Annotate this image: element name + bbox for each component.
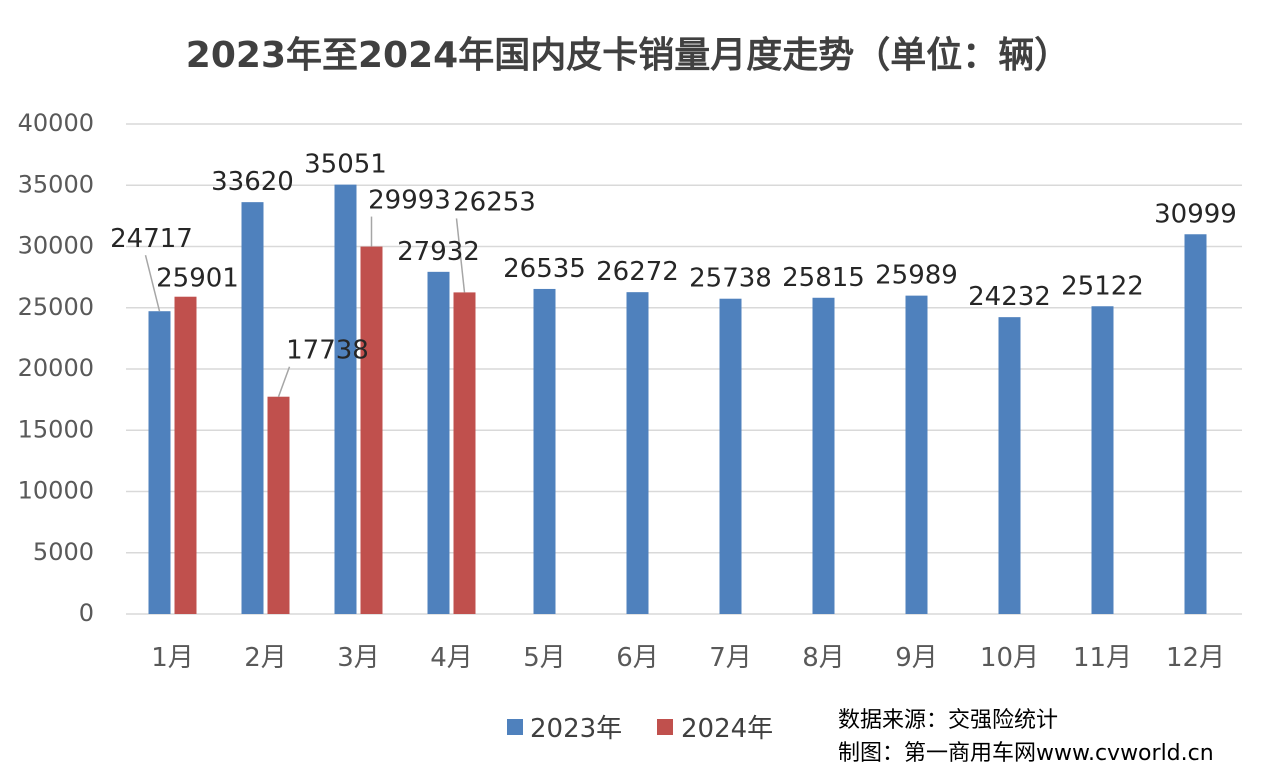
y-tick-label: 10000 (18, 477, 94, 505)
bar-2023-11 (1091, 306, 1114, 614)
legend-label-2024: 2024年 (681, 714, 773, 744)
bar-2023-4 (427, 271, 450, 614)
bar-2023-5 (533, 288, 556, 614)
data-label: 25989 (875, 261, 958, 291)
leader-line (144, 255, 161, 312)
data-label: 27932 (397, 237, 480, 267)
legend-swatch-2023 (507, 719, 523, 735)
bar-2024-4 (453, 292, 476, 614)
bar-2023-3 (334, 184, 357, 614)
leader-line (455, 218, 466, 293)
bar-2024-1 (174, 296, 197, 614)
data-label: 35051 (304, 150, 387, 180)
y-tick-label: 0 (79, 599, 94, 627)
y-tick-label: 20000 (18, 354, 94, 382)
x-tick-label: 7月 (709, 643, 752, 673)
data-label: 26253 (453, 187, 536, 217)
y-tick-label: 25000 (18, 293, 94, 321)
source-note: 数据来源：交强险统计 (838, 708, 1058, 733)
y-tick-label: 5000 (33, 538, 94, 566)
bar-2023-1 (148, 311, 171, 614)
legend-label-2023: 2023年 (530, 714, 622, 744)
bar-2024-3 (360, 246, 383, 614)
x-tick-label: 9月 (895, 643, 938, 673)
x-tick-label: 4月 (430, 643, 473, 673)
bar-2024-2 (267, 396, 290, 614)
x-tick-label: 12月 (1166, 643, 1225, 673)
data-label: 26272 (596, 257, 679, 287)
x-tick-label: 8月 (802, 643, 845, 673)
bar-2023-6 (626, 292, 649, 614)
x-tick-label: 5月 (523, 643, 566, 673)
bar-2023-10 (998, 317, 1021, 614)
x-tick-label: 1月 (151, 643, 194, 673)
bar-2023-12 (1184, 234, 1207, 614)
y-tick-label: 15000 (18, 415, 94, 443)
data-label: 30999 (1154, 199, 1237, 229)
x-tick-label: 3月 (337, 643, 380, 673)
bar-2023-2 (241, 202, 264, 614)
y-tick-label: 35000 (18, 170, 94, 198)
data-label: 24232 (968, 282, 1051, 312)
grid-lines (126, 123, 1242, 615)
y-tick-label: 40000 (18, 109, 94, 137)
legend-swatch-2024 (657, 719, 673, 735)
data-label: 26535 (503, 254, 586, 284)
data-label: 24717 (110, 224, 193, 254)
data-label: 25815 (782, 263, 865, 293)
y-axis-ticks: 0 5000 10000 15000 20000 25000 30000 35000 40000 (18, 109, 94, 627)
x-tick-label: 10月 (980, 643, 1039, 673)
legend: 2023年 2024年 (507, 714, 773, 744)
data-labels: 24717 25901 33620 17738 35051 29993 27932 26253… (110, 150, 1237, 366)
x-tick-label: 11月 (1073, 643, 1132, 673)
bars (148, 184, 1207, 614)
leader-line (277, 366, 291, 397)
x-tick-label: 2月 (244, 643, 287, 673)
data-label: 25901 (156, 264, 239, 294)
data-label: 25122 (1061, 271, 1144, 301)
bar-2023-9 (905, 295, 928, 614)
x-axis-ticks: 1月 2月 3月 4月 5月 6月 7月 8月 9月 10月 11月 12月 (151, 643, 1225, 673)
bar-2023-8 (812, 297, 835, 614)
chart-title: 2023年至2024年国内皮卡销量月度走势（单位：辆） (186, 35, 1070, 76)
data-label: 17738 (286, 336, 369, 366)
bar-2023-7 (719, 298, 742, 614)
leader-lines (144, 216, 466, 397)
y-tick-label: 30000 (18, 232, 94, 260)
data-label: 25738 (689, 264, 772, 294)
data-label: 29993 (368, 186, 451, 216)
credit-note: 制图：第一商用车网www.cvworld.cn (838, 741, 1214, 766)
x-tick-label: 6月 (616, 643, 659, 673)
data-label: 33620 (211, 167, 294, 197)
